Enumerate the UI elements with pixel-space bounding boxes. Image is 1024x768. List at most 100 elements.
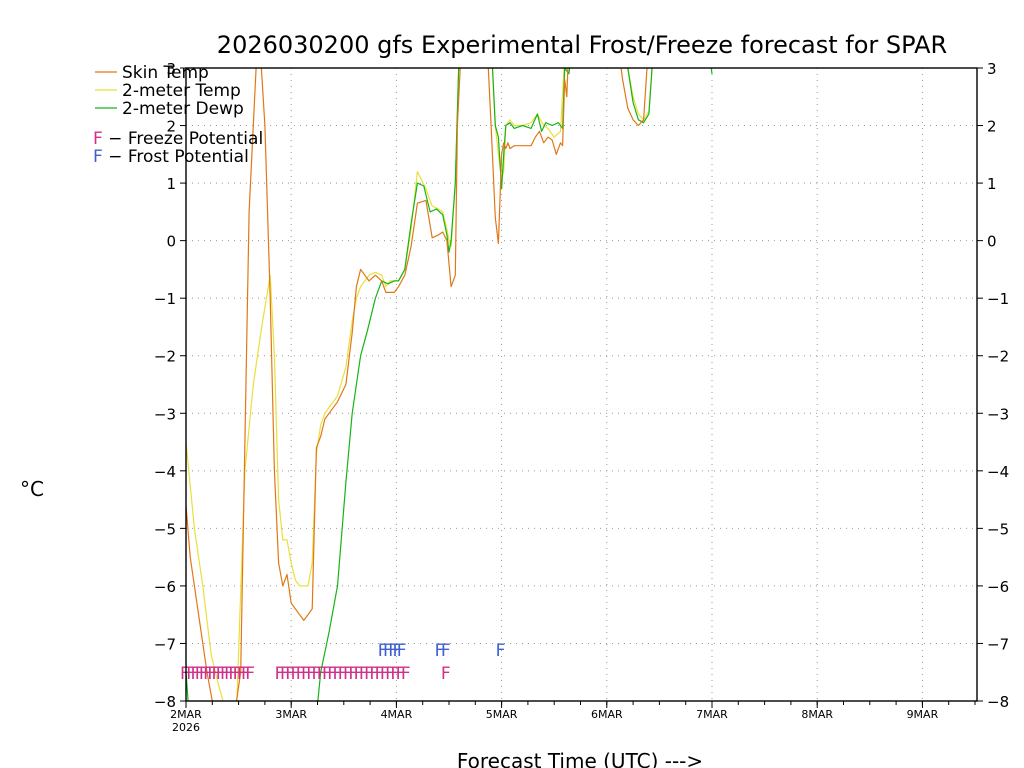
freeze-potential-marker: F (338, 664, 348, 684)
frost-potential-marker: F (496, 641, 506, 661)
y-tick-label-right: 0 (987, 233, 997, 251)
x-axis-label: Forecast Time (UTC) ---> (457, 749, 703, 768)
y-tick-label-right: −3 (987, 405, 1009, 423)
y-tick-label-left: 3 (166, 60, 176, 78)
legend-entry-label: Skin Temp (122, 63, 209, 83)
freeze-potential-marker: F (364, 664, 374, 684)
freeze-potential-marker: F (317, 664, 327, 684)
freeze-potential-marker: F (385, 664, 395, 684)
freeze-potential-marker: F (203, 664, 213, 684)
freeze-potential-marker: F (207, 664, 217, 684)
y-tick-label-right: −6 (987, 578, 1009, 596)
freeze-potential-marker: F (199, 664, 209, 684)
freeze-potential-marker: F (301, 664, 311, 684)
y-tick-label-right: −7 (987, 635, 1009, 653)
freeze-potential-marker: F (322, 664, 332, 684)
y-tick-label-left: 2 (166, 118, 176, 136)
freeze-potential-marker: F (390, 664, 400, 684)
x-tick-label: 7MAR (696, 708, 728, 721)
freeze-potential-marker: F (280, 664, 290, 684)
freeze-potential-marker: F (327, 664, 337, 684)
freeze-potential-marker: F (312, 664, 322, 684)
frost-potential-marker: F (397, 641, 407, 661)
freeze-potential-marker: F (333, 664, 343, 684)
y-tick-label-left: −8 (154, 693, 176, 711)
x-tick-label: 8MAR (801, 708, 833, 721)
freeze-potential-marker: F (396, 664, 406, 684)
freeze-potential-marker: F (216, 664, 226, 684)
plot-frame (185, 67, 978, 702)
freeze-potential-marker: F (359, 664, 369, 684)
freeze-potential-marker: F (380, 664, 390, 684)
frost-potential-marker: F (441, 641, 451, 661)
y-tick-label-right: −4 (987, 463, 1009, 481)
x-tick-label: 4MAR (381, 708, 413, 721)
axis-ticks: −8 −8 −7 −7 −6 −6 −5 −5 −4 −4 −3 −3 −2 −2 −1 −1 0 0 1 1 2 2 3 3… (154, 60, 1009, 734)
freeze-potential-marker: F (375, 664, 385, 684)
y-tick-label-right: −2 (987, 348, 1009, 366)
y-tick-label-right: 3 (987, 60, 997, 78)
chart-title: 2026030200 gfs Experimental Frost/Freeze… (217, 31, 947, 59)
x-tick-label: 6MAR (591, 708, 623, 721)
frost-potential-marker: F (378, 641, 388, 661)
y-tick-label-right: 2 (987, 118, 997, 136)
series-lines (186, 68, 713, 701)
y-tick-label-left: −7 (154, 635, 176, 653)
frost-potential-marker: F (388, 641, 398, 661)
freeze-potential-marker: F (369, 664, 379, 684)
y-tick-label-left: −6 (154, 578, 176, 596)
freeze-potential-marker: F (220, 664, 230, 684)
y-tick-label-left: −5 (154, 520, 176, 538)
grid (186, 68, 977, 701)
freeze-potential-marker: F (186, 664, 196, 684)
y-tick-label-left: 0 (166, 233, 176, 251)
y-tick-label-right: −1 (987, 290, 1009, 308)
freeze-potential-marker: F (285, 664, 295, 684)
freeze-potential-marker: F (212, 664, 222, 684)
frost-potential-marker: F (435, 641, 445, 661)
freeze-potential-marker: F (191, 664, 201, 684)
freeze-potential-marker: F (290, 664, 300, 684)
x-tick-label: 3MAR (275, 708, 307, 721)
freeze-potential-marker: F (306, 664, 316, 684)
y-axis-label: °C (20, 477, 44, 501)
y-tick-label-right: −5 (987, 520, 1009, 538)
freeze-potential-marker: F (343, 664, 353, 684)
y-tick-label-left: −3 (154, 405, 176, 423)
y-tick-label-left: −1 (154, 290, 176, 308)
y-tick-label-left: −4 (154, 463, 176, 481)
freeze-potential-marker: F (401, 664, 411, 684)
2-meter-dewp-line (186, 68, 713, 701)
x-tick-label: 5MAR (486, 708, 518, 721)
freeze-potential-marker: F (245, 664, 255, 684)
freeze-potential-marker: F (241, 664, 251, 684)
y-tick-label-right: 1 (987, 175, 997, 193)
2-meter-temp-line (186, 68, 653, 701)
y-tick-label-left: −2 (154, 348, 176, 366)
freeze-potential-marker: F (348, 664, 358, 684)
freeze-potential-marker: F (441, 664, 451, 684)
x-tick-label: 9MAR (907, 708, 939, 721)
freeze-potential-marker: F (354, 664, 364, 684)
freeze-potential-marker: F (180, 664, 190, 684)
y-tick-label-right: −8 (987, 693, 1009, 711)
legend-entry-label: 2-meter Temp (122, 81, 241, 101)
legend-marker-entry: F − Freeze Potential (93, 129, 263, 149)
freeze-potential-marker: F (237, 664, 247, 684)
freeze-potential-marker: F (228, 664, 238, 684)
x-tick-year-label: 2026 (172, 721, 200, 734)
legend-entry-label: 2-meter Dewp (122, 99, 244, 119)
freeze-potential-marker: F (195, 664, 205, 684)
skin-temp-line (186, 68, 648, 701)
freeze-potential-marker: F (275, 664, 285, 684)
y-tick-label-left: 1 (166, 175, 176, 193)
x-tick-label: 2MAR (170, 708, 202, 721)
frost-potential-marker: F (383, 641, 393, 661)
freeze-potential-marker: F (233, 664, 243, 684)
freeze-potential-marker: F (224, 664, 234, 684)
freeze-potential-marker: F (296, 664, 306, 684)
frost-potential-marker: F (393, 641, 403, 661)
